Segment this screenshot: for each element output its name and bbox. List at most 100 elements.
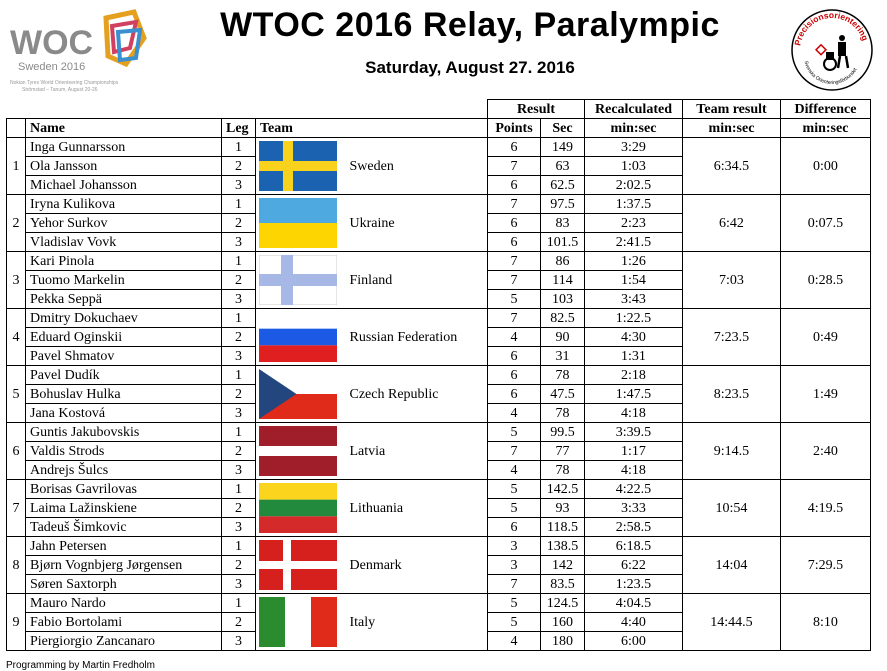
team-rank: 1 <box>6 137 26 195</box>
team-difference: 1:49 <box>780 365 871 423</box>
member-points: 5 <box>487 612 541 632</box>
team-difference: 2:40 <box>780 422 871 480</box>
member-sec: 83 <box>540 213 585 233</box>
table-row: Pavel Shmatov 3 6 31 1:31 <box>7 346 871 366</box>
russia-flag-icon <box>255 308 340 366</box>
woc-logo-text: WOC <box>10 24 93 62</box>
finland-flag-icon <box>255 251 340 309</box>
member-recalc: 4:04.5 <box>584 593 683 613</box>
member-leg: 2 <box>221 612 256 632</box>
member-points: 7 <box>487 156 541 176</box>
table-row: 8 Jahn Petersen 1 Denmark 3 138.5 6:18.5 14:04 7… <box>6 536 871 594</box>
member-recalc: 1:47.5 <box>584 384 683 404</box>
header-group-row: Result Recalculated Team result Differen… <box>7 99 871 119</box>
woc-logo-fine1: Nokian Tyres World Orienteering Champion… <box>10 80 119 86</box>
team-country: Ukraine <box>339 194 488 252</box>
czech-flag-icon <box>255 365 340 423</box>
team-country: Czech Republic <box>339 365 488 423</box>
team-result: 7:23.5 <box>682 308 781 366</box>
col-diff-minsec: min:sec <box>780 118 871 138</box>
footer-credit: Programming by Martin Fredholm <box>6 660 155 671</box>
member-points: 4 <box>487 403 541 423</box>
woc-sweden-2016-logo: WOC Sweden 2016 Nokian Tyres World Orien… <box>10 9 147 93</box>
member-leg: 2 <box>221 156 256 176</box>
col-group-result: Result <box>487 99 585 119</box>
member-name: Pavel Dudík <box>25 365 222 385</box>
member-leg: 3 <box>221 175 256 195</box>
table-row: Valdis Strods 2 7 77 1:17 <box>7 441 871 461</box>
member-recalc: 3:39.5 <box>584 422 683 442</box>
member-leg: 3 <box>221 574 256 594</box>
italy-flag-icon <box>255 593 340 651</box>
member-leg: 3 <box>221 289 256 309</box>
col-recalc-minsec: min:sec <box>584 118 683 138</box>
member-sec: 47.5 <box>540 384 585 404</box>
member-name: Pavel Shmatov <box>25 346 222 366</box>
member-points: 5 <box>487 593 541 613</box>
member-leg: 1 <box>221 479 256 499</box>
member-name: Yehor Surkov <box>25 213 222 233</box>
member-sec: 86 <box>540 251 585 271</box>
member-points: 7 <box>487 251 541 271</box>
col-name: Name <box>25 118 222 138</box>
member-points: 5 <box>487 498 541 518</box>
woc-logo-sub: Sweden 2016 <box>18 61 85 73</box>
member-recalc: 4:30 <box>584 327 683 347</box>
member-points: 4 <box>487 631 541 651</box>
team-rank: 3 <box>6 251 26 309</box>
team-rank: 6 <box>6 422 26 480</box>
team-result: 6:34.5 <box>682 137 781 195</box>
member-leg: 1 <box>221 308 256 328</box>
member-points: 3 <box>487 536 541 556</box>
team-rank: 4 <box>6 308 26 366</box>
team-result: 10:54 <box>682 479 781 537</box>
member-name: Mauro Nardo <box>25 593 222 613</box>
table-row: 5 Pavel Dudík 1 Czech Republic 6 78 2:18 8:23.5… <box>6 365 871 423</box>
team-rank: 5 <box>6 365 26 423</box>
team-country: Italy <box>339 593 488 651</box>
member-sec: 77 <box>540 441 585 461</box>
member-name: Jana Kostová <box>25 403 222 423</box>
ukraine-flag-icon <box>255 194 340 252</box>
member-points: 7 <box>487 574 541 594</box>
member-recalc: 4:18 <box>584 403 683 423</box>
member-recalc: 2:18 <box>584 365 683 385</box>
table-row: 3 Kari Pinola 1 Finland 7 86 1:26 7:03 0:28.5 <box>6 251 871 309</box>
member-name: Søren Saxtorph <box>25 574 222 594</box>
team-result: 8:23.5 <box>682 365 781 423</box>
latvia-flag-icon <box>255 422 340 480</box>
member-points: 4 <box>487 327 541 347</box>
member-sec: 90 <box>540 327 585 347</box>
member-sec: 114 <box>540 270 585 290</box>
col-points: Points <box>487 118 541 138</box>
member-points: 5 <box>487 479 541 499</box>
col-group-team-result: Team result <box>682 99 781 119</box>
member-sec: 118.5 <box>540 517 585 537</box>
member-leg: 1 <box>221 137 256 157</box>
member-recalc: 4:22.5 <box>584 479 683 499</box>
member-leg: 2 <box>221 498 256 518</box>
member-points: 6 <box>487 517 541 537</box>
member-points: 6 <box>487 213 541 233</box>
member-recalc: 3:29 <box>584 137 683 157</box>
member-points: 6 <box>487 346 541 366</box>
member-sec: 93 <box>540 498 585 518</box>
member-name: Ola Jansson <box>25 156 222 176</box>
member-name: Dmitry Dokuchaev <box>25 308 222 328</box>
member-name: Guntis Jakubovskis <box>25 422 222 442</box>
team-result: 9:14.5 <box>682 422 781 480</box>
precisionsorientering-logo: Precisionsorientering Svenska Orienterin… <box>791 9 873 91</box>
sweden-flag-icon <box>255 137 340 195</box>
team-difference: 0:28.5 <box>780 251 871 309</box>
member-name: Andrejs Šulcs <box>25 460 222 480</box>
member-recalc: 2:58.5 <box>584 517 683 537</box>
member-leg: 3 <box>221 232 256 252</box>
member-name: Kari Pinola <box>25 251 222 271</box>
col-rank <box>6 118 26 138</box>
member-leg: 2 <box>221 327 256 347</box>
event-date: Saturday, August 27. 2016 <box>365 58 575 77</box>
col-group-difference: Difference <box>780 99 871 119</box>
member-name: Michael Johansson <box>25 175 222 195</box>
table-row: Fabio Bortolami 2 5 160 4:40 <box>7 612 871 632</box>
col-group-recalculated: Recalculated <box>584 99 683 119</box>
